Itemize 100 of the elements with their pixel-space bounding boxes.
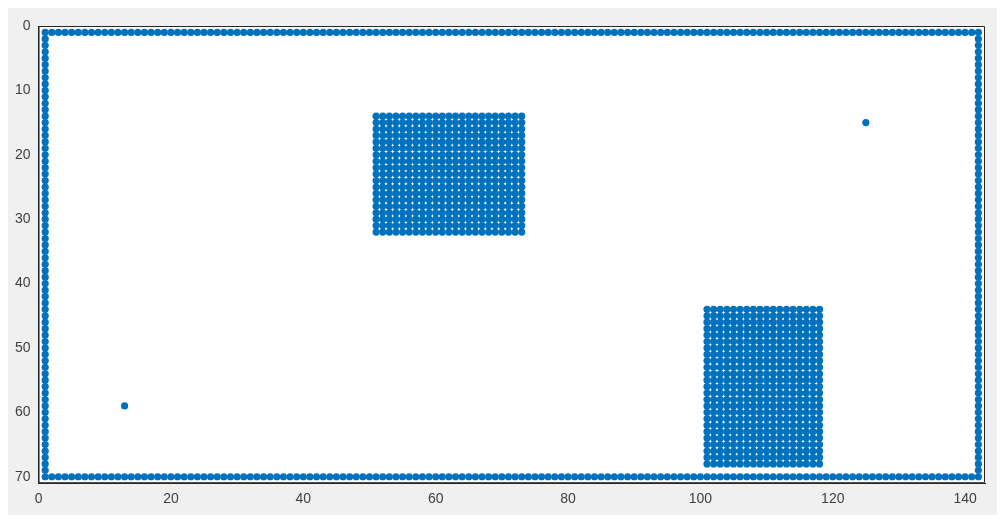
- point: [518, 138, 526, 146]
- point: [425, 164, 433, 172]
- y-tick-label: 40: [14, 274, 31, 291]
- point: [749, 363, 757, 371]
- point: [736, 383, 744, 391]
- point: [782, 440, 791, 449]
- point: [372, 131, 380, 140]
- point: [498, 228, 506, 236]
- point: [405, 176, 413, 185]
- point: [756, 363, 764, 371]
- point: [802, 350, 810, 359]
- point: [465, 151, 473, 159]
- point: [749, 421, 757, 429]
- point: [485, 222, 493, 230]
- point: [491, 164, 499, 172]
- point: [762, 325, 771, 333]
- point: [498, 183, 506, 191]
- point: [478, 183, 486, 191]
- point: [762, 402, 771, 410]
- point: [379, 170, 387, 178]
- point: [398, 151, 407, 159]
- point: [716, 447, 724, 455]
- point: [478, 157, 486, 165]
- point: [729, 440, 738, 449]
- point: [729, 357, 738, 365]
- point: [518, 196, 526, 204]
- point: [782, 363, 791, 371]
- point: [743, 337, 751, 346]
- point: [438, 189, 446, 198]
- point: [776, 447, 784, 455]
- point: [379, 228, 387, 236]
- point: [471, 138, 479, 146]
- point: [485, 183, 493, 191]
- point: [392, 183, 400, 191]
- point: [518, 228, 526, 236]
- point: [729, 460, 738, 468]
- point: [749, 447, 757, 455]
- point: [796, 305, 804, 313]
- point: [478, 228, 486, 236]
- point: [432, 176, 440, 185]
- point: [776, 383, 784, 391]
- point: [451, 228, 460, 236]
- point: [762, 408, 771, 416]
- point: [425, 131, 433, 140]
- point: [471, 118, 479, 127]
- point: [762, 421, 771, 429]
- point: [385, 228, 393, 236]
- point: [445, 228, 453, 236]
- point: [789, 331, 797, 339]
- point: [458, 202, 466, 210]
- point: [372, 209, 380, 217]
- point: [710, 447, 718, 455]
- point: [809, 344, 817, 352]
- point: [471, 131, 479, 140]
- point: [769, 453, 777, 462]
- point: [478, 176, 486, 185]
- point: [729, 376, 738, 384]
- point: [776, 357, 784, 365]
- point: [716, 389, 724, 397]
- point: [789, 402, 797, 410]
- point: [425, 202, 433, 210]
- point: [412, 138, 420, 146]
- point: [716, 395, 724, 404]
- point: [789, 344, 797, 352]
- point: [398, 157, 407, 165]
- point: [756, 395, 764, 404]
- point: [445, 125, 453, 133]
- point: [379, 215, 387, 223]
- point: [478, 151, 486, 159]
- point: [465, 176, 473, 185]
- point: [782, 370, 791, 378]
- point: [471, 164, 479, 172]
- point: [716, 421, 724, 429]
- point: [498, 138, 506, 146]
- point: [471, 196, 479, 204]
- point: [776, 344, 784, 352]
- point: [485, 164, 493, 172]
- point: [749, 370, 757, 378]
- point: [405, 164, 413, 172]
- point: [392, 151, 400, 159]
- point: [703, 318, 711, 326]
- point: [432, 144, 440, 152]
- point: [743, 383, 751, 391]
- point: [518, 125, 526, 133]
- point: [432, 125, 440, 133]
- point: [478, 131, 486, 140]
- point: [451, 118, 460, 127]
- point: [418, 196, 427, 204]
- point: [385, 151, 393, 159]
- point: [789, 370, 797, 378]
- point: [802, 447, 810, 455]
- point: [398, 202, 407, 210]
- point: [802, 453, 810, 462]
- point: [703, 395, 711, 404]
- point: [723, 312, 731, 320]
- point: [716, 337, 724, 346]
- point: [465, 222, 473, 230]
- point: [703, 428, 711, 436]
- point: [438, 118, 446, 127]
- point: [710, 363, 718, 371]
